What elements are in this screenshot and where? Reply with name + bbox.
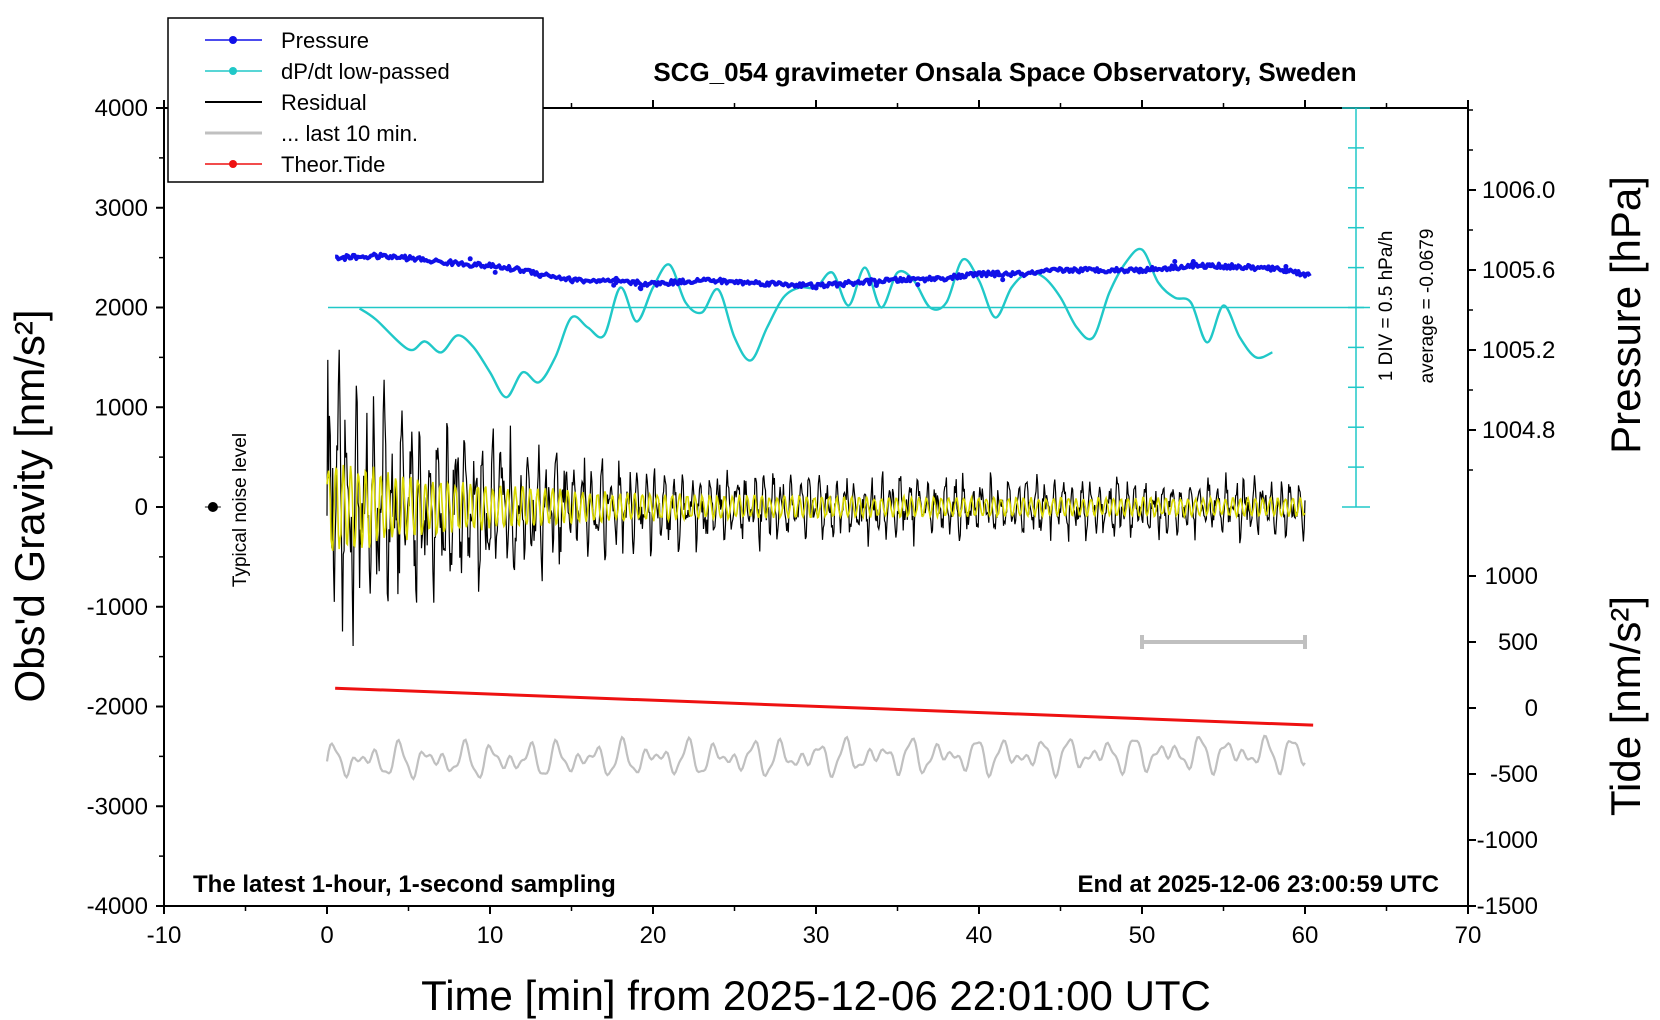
pressure-point	[537, 274, 543, 279]
x-axis-ticks: -10 0 10 20 30 40 50 60 70	[147, 100, 1482, 949]
legend-box	[167, 17, 544, 183]
chart-title: SCG_054 gravimeter Onsala Space Observat…	[653, 57, 1356, 87]
pressure-point	[915, 282, 921, 288]
legend-marker	[229, 160, 237, 168]
gravity-tick-label: 2000	[95, 295, 148, 322]
pressure-point	[1000, 277, 1006, 283]
pressure-point	[1172, 259, 1178, 264]
pressure-point	[597, 278, 603, 284]
x-tick-label: 70	[1455, 922, 1482, 949]
residual-filtered-series	[326, 464, 1306, 551]
pressure-point	[492, 269, 498, 275]
x-tick-label: -10	[147, 922, 182, 949]
tide-tick-label: 1000	[1485, 563, 1538, 590]
time-scale-bar	[1140, 635, 1307, 649]
noise-level-label: Typical noise level	[230, 433, 251, 587]
legend-label: ... last 10 min.	[281, 121, 418, 146]
gravity-axis-label: Obs'd Gravity [nm/s²]	[6, 309, 53, 702]
gravity-tick-label: 3000	[95, 195, 148, 222]
gravity-tick-label: -1000	[87, 594, 148, 621]
pressure-point	[638, 286, 644, 292]
pressure-point	[1283, 264, 1289, 269]
pressure-point	[1125, 268, 1130, 274]
x-tick-label: 30	[803, 922, 830, 949]
gravity-tick-label: -2000	[87, 694, 148, 721]
pressure-line	[334, 251, 1312, 290]
pressure-tick-label: 1005.6	[1482, 257, 1555, 284]
gravity-tick-label: 0	[135, 494, 148, 521]
tide-tick-label: 0	[1525, 695, 1538, 722]
x-tick-label: 60	[1292, 922, 1319, 949]
pressure-point	[996, 272, 1001, 278]
x-tick-label: 20	[640, 922, 667, 949]
div-scale-label: 1 DIV = 0.5 hPa/h	[1376, 231, 1397, 382]
pressure-point	[613, 275, 619, 281]
pressure-point	[1266, 264, 1271, 270]
gravity-tick-label: -3000	[87, 793, 148, 820]
x-tick-label: 40	[966, 922, 993, 949]
pressure-tick-label: 1005.2	[1482, 337, 1555, 364]
legend: Pressure dP/dt low-passed Residual ... last…	[167, 17, 544, 183]
theoretical-tide-series	[335, 686, 1314, 727]
pressure-point	[1190, 259, 1196, 264]
pressure-point	[611, 282, 617, 288]
legend-label: Pressure	[281, 28, 369, 53]
tide-axis-ticks: 1000 500 0 -500 -1000 -1500	[1468, 563, 1538, 920]
pressure-point	[1206, 262, 1212, 268]
pressure-point	[1037, 269, 1043, 275]
pressure-axis-label: Pressure [hPa]	[1602, 176, 1649, 454]
tide-tick-label: -500	[1490, 761, 1538, 788]
pressure-point	[873, 283, 879, 288]
tide-tick-label: -1500	[1477, 893, 1538, 920]
noise-dot	[207, 502, 218, 512]
legend-marker	[229, 36, 237, 44]
end-time-note: End at 2025-12-06 23:00:59 UTC	[1078, 871, 1440, 898]
pressure-tick-label: 1006.0	[1482, 177, 1555, 204]
dpdt-series	[358, 247, 1273, 399]
legend-label: Theor.Tide	[281, 152, 385, 177]
pressure-axis-ticks: 1006.0 1005.6 1005.2 1004.8	[1468, 109, 1555, 471]
pressure-point	[933, 276, 939, 282]
legend-label: dP/dt low-passed	[281, 59, 450, 84]
last-10-min-series	[325, 734, 1306, 781]
pressure-point	[1137, 266, 1143, 272]
tide-tick-label: 500	[1498, 629, 1538, 656]
pressure-point	[813, 285, 819, 291]
series-layer	[325, 247, 1314, 781]
gravity-axis-ticks: 4000 3000 2000 1000 0 -1000 -2000 -3000 -4000	[87, 95, 164, 920]
legend-marker	[229, 67, 237, 75]
gravity-tick-label: 4000	[95, 95, 148, 122]
gravity-tick-label: -4000	[87, 893, 148, 920]
x-tick-label: 50	[1129, 922, 1156, 949]
noise-level-marker	[204, 502, 221, 512]
legend-label: Residual	[281, 90, 367, 115]
x-tick-label: 0	[320, 922, 333, 949]
gravity-tick-label: 1000	[95, 394, 148, 421]
pressure-series	[334, 251, 1312, 292]
tide-axis-label: Tide [nm/s²]	[1602, 596, 1649, 816]
average-label: average = -0.0679	[1417, 229, 1438, 384]
pressure-point	[1095, 268, 1101, 274]
sampling-note: The latest 1-hour, 1-second sampling	[193, 871, 616, 898]
x-axis-label: Time [min] from 2025-12-06 22:01:00 UTC	[421, 972, 1211, 1019]
pressure-tick-label: 1004.8	[1482, 417, 1555, 444]
x-tick-label: 10	[477, 922, 504, 949]
tide-tick-label: -1000	[1477, 827, 1538, 854]
pressure-point	[467, 256, 473, 262]
pressure-point	[651, 280, 657, 285]
pressure-point	[1283, 269, 1289, 275]
